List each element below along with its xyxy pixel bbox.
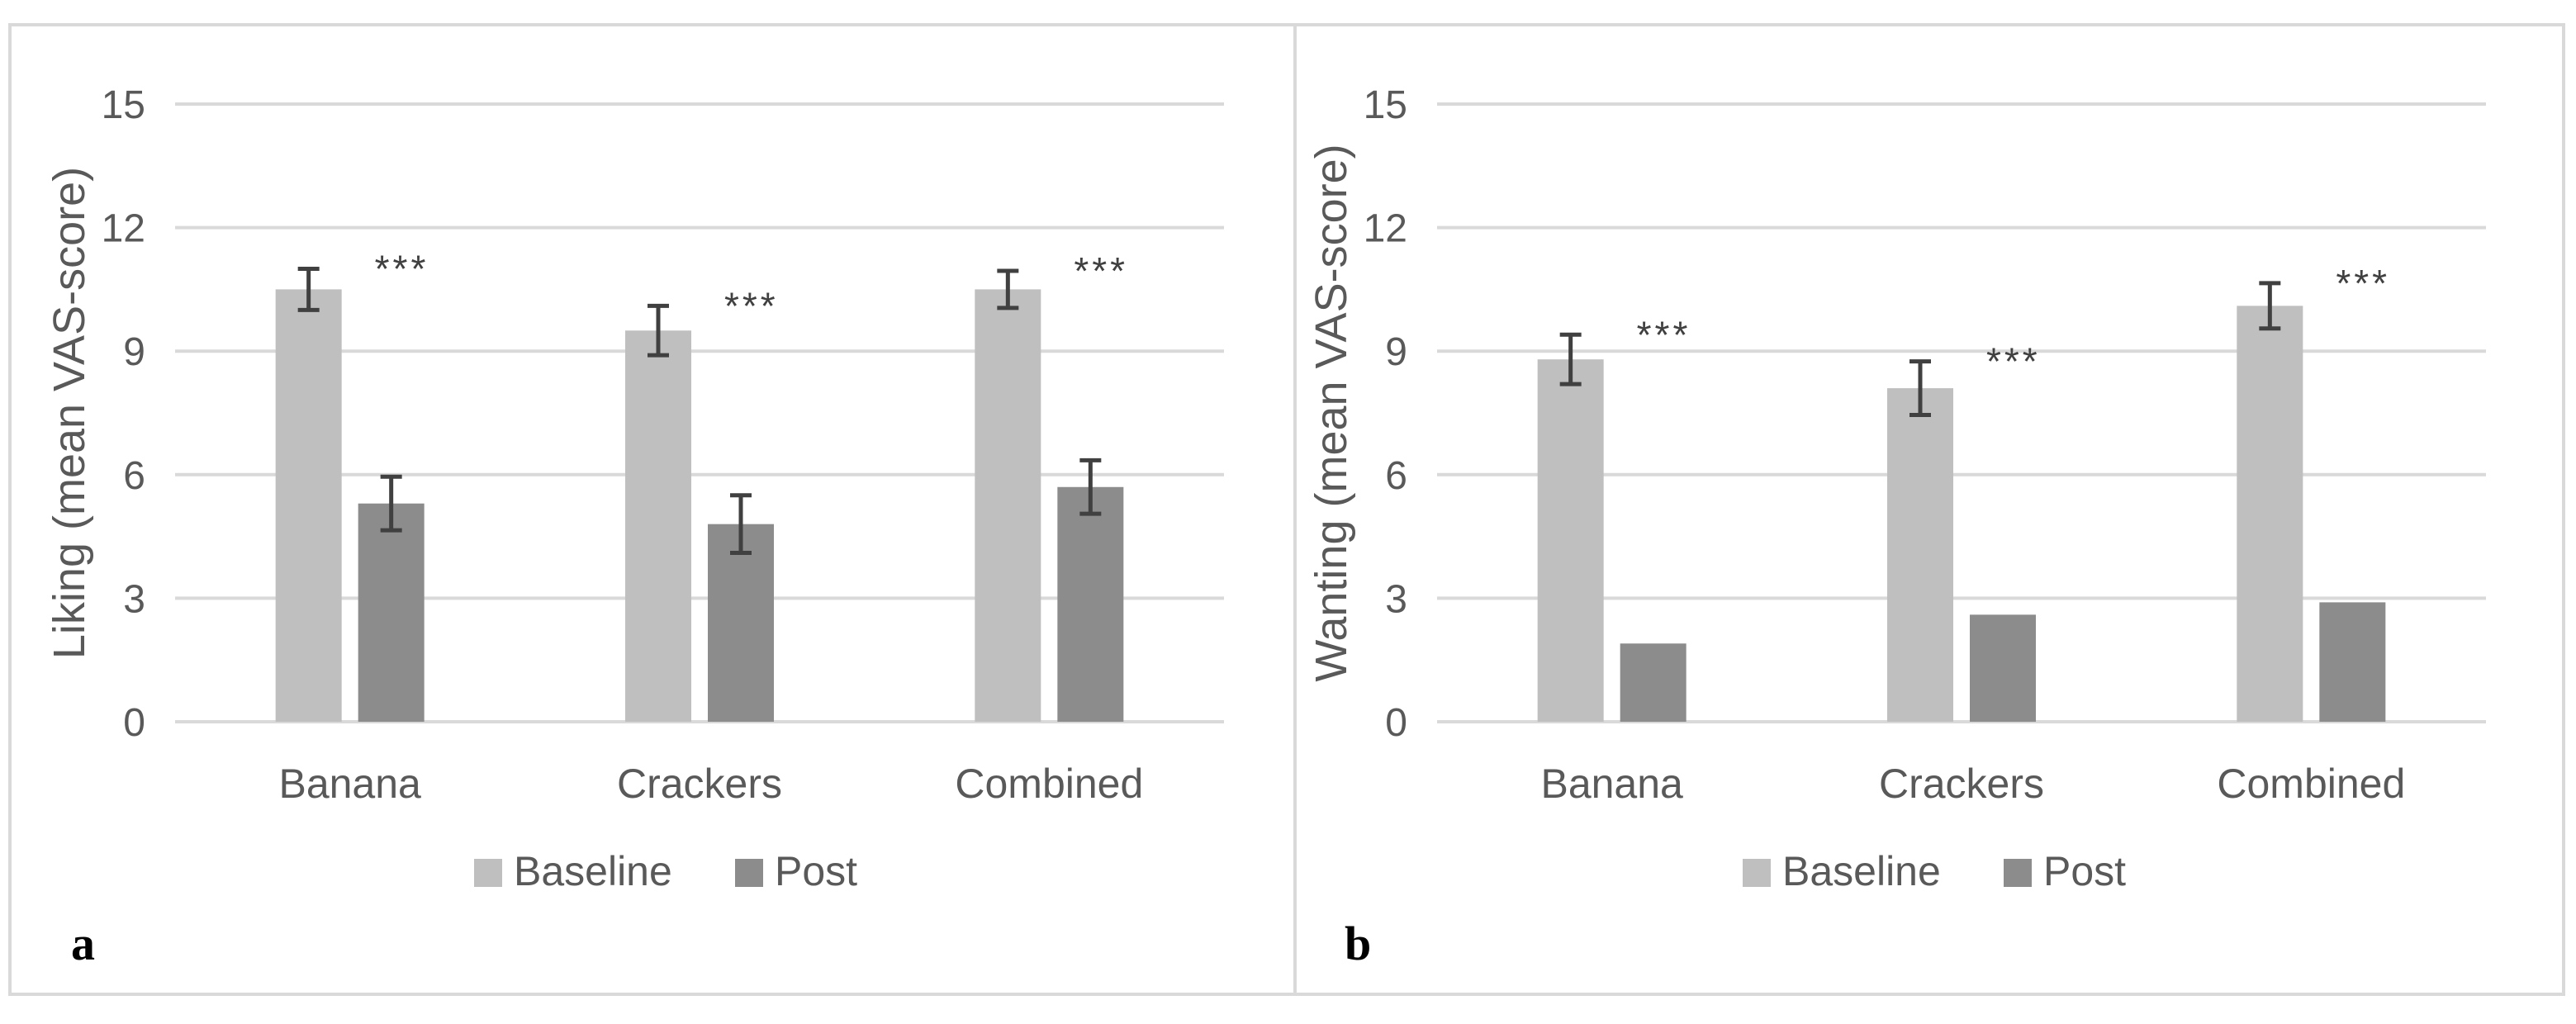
chart-a-legend-swatch-post: [735, 859, 763, 887]
chart-a-bar-baseline-crackers: [625, 330, 691, 722]
chart-b-panel-label: b: [1345, 917, 1371, 970]
chart-a-significance-label: ***: [375, 247, 429, 290]
chart-a-y-tick-label: 3: [123, 577, 145, 621]
chart-b-bar-baseline-crackers: [1887, 388, 1953, 722]
chart-b-significance-label: ***: [1637, 313, 1691, 356]
chart-b-x-tick-label: Crackers: [1879, 761, 2044, 807]
chart-panel-b: 0 3 6 9 12 15 Wanting (mean VAS-score) *** Banan…: [1293, 23, 2565, 996]
chart-panel-a: 0 3 6 9 12 15 Liking (mean VAS-score) *** Banana…: [8, 23, 1297, 996]
chart-a-panel-label: a: [71, 917, 95, 970]
chart-a-bar-post-banana: [358, 503, 425, 722]
chart-a-significance-label: ***: [724, 284, 779, 327]
chart-b-significance-label: ***: [2336, 262, 2390, 305]
chart-a-y-tick-label: 0: [123, 701, 145, 745]
chart-b-y-axis-label: Wanting (mean VAS-score): [1307, 144, 1356, 681]
chart-b-bar-post-banana: [1620, 643, 1686, 722]
chart-a-y-tick-label: 9: [123, 330, 145, 374]
chart-a-bar-baseline-combined: [975, 289, 1041, 722]
chart-b-bar-post-combined: [2319, 602, 2386, 722]
chart-b-legend-label-baseline: Baseline: [1782, 848, 1941, 894]
chart-a-bar-post-crackers: [708, 524, 774, 722]
chart-b-y-tick-label: 15: [1364, 83, 1407, 127]
chart-a-legend-label-baseline: Baseline: [514, 848, 672, 894]
chart-b-bar-baseline-combined: [2237, 306, 2303, 722]
chart-a-y-tick-label: 15: [102, 83, 145, 127]
chart-a-legend-label-post: Post: [775, 848, 857, 894]
chart-b-bar-baseline-banana: [1537, 359, 1604, 722]
chart-a-bar-post-combined: [1057, 486, 1124, 722]
chart-a-x-tick-label: Crackers: [617, 761, 782, 807]
chart-a-y-tick-label: 6: [123, 454, 145, 498]
chart-b-y-tick-label: 0: [1385, 701, 1407, 745]
chart-a-bar-baseline-banana: [275, 289, 342, 722]
chart-b-y-tick-label: 12: [1364, 207, 1407, 251]
chart-a-significance-label: ***: [1074, 249, 1128, 292]
chart-b-x-tick-label: Banana: [1540, 761, 1683, 807]
chart-b-x-tick-label: Combined: [2217, 761, 2405, 807]
chart-a-legend-swatch-baseline: [474, 859, 502, 887]
chart-b-legend-swatch-baseline: [1743, 859, 1771, 887]
chart-b-legend-label-post: Post: [2043, 848, 2126, 894]
chart-b-y-tick-label: 9: [1385, 330, 1407, 374]
chart-a-x-tick-label: Banana: [278, 761, 421, 807]
chart-a-x-tick-label: Combined: [955, 761, 1143, 807]
chart-b-legend-swatch-post: [2004, 859, 2032, 887]
chart-b-bar-post-crackers: [1970, 614, 2036, 722]
chart-a-y-axis-label: Liking (mean VAS-score): [45, 167, 94, 659]
chart-b-y-tick-label: 3: [1385, 577, 1407, 621]
chart-b-significance-label: ***: [1986, 340, 2041, 383]
chart-a-y-tick-label: 12: [102, 207, 145, 251]
chart-b-y-tick-label: 6: [1385, 454, 1407, 498]
